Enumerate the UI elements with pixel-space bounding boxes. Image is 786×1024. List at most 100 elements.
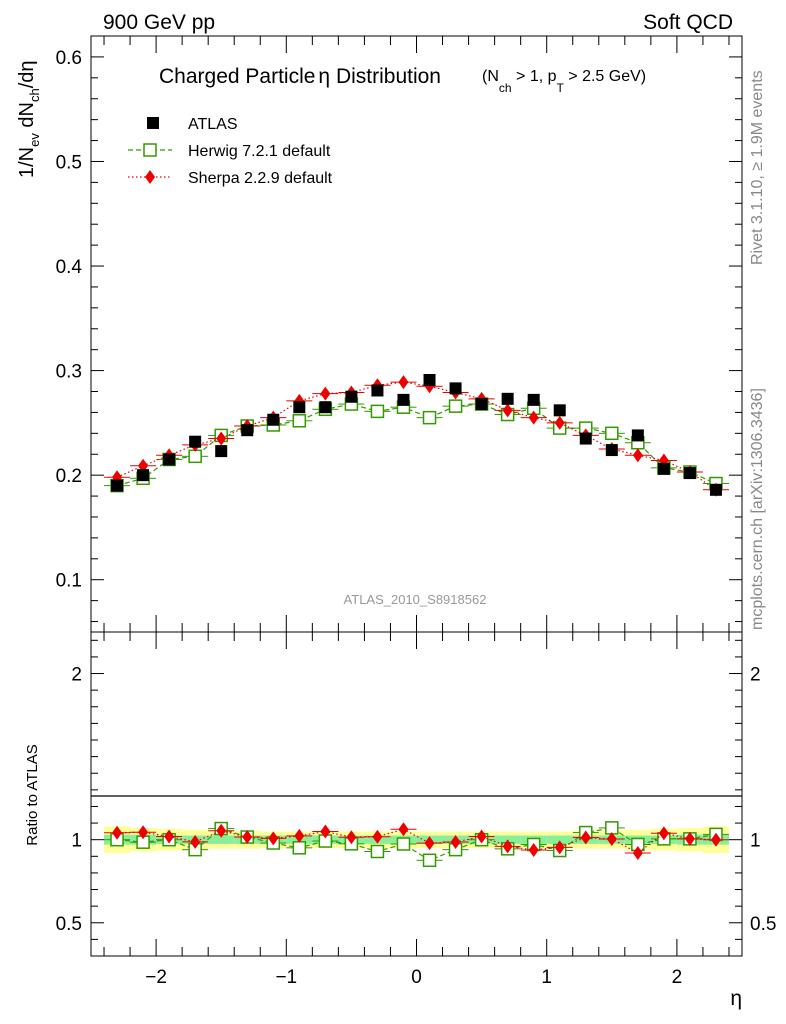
title-eta: η <box>318 65 330 88</box>
main-point-sherpa <box>216 431 227 446</box>
main-ytick-label: 0.2 <box>56 466 82 487</box>
ratio-xtick-label: −1 <box>275 967 297 988</box>
cuts-pt-sub: T <box>557 81 565 95</box>
legend-label-herwig: Herwig 7.2.1 default <box>188 143 331 160</box>
ratio-point-sherpa <box>320 824 331 839</box>
ratio-point-sherpa <box>268 831 279 846</box>
ratio-frame <box>90 631 743 957</box>
main-point-sherpa <box>398 375 409 390</box>
ratio-point-sherpa <box>502 839 513 854</box>
ratio-point-sherpa <box>606 832 617 847</box>
main-point-atlas <box>631 429 644 442</box>
cuts-nch-sub: ch <box>499 81 512 95</box>
ratio-xtick-label: 0 <box>411 967 422 988</box>
main-point-atlas <box>423 374 436 387</box>
main-ytick-label: 0.3 <box>56 362 82 383</box>
main-ytick-label: 0.1 <box>56 571 82 592</box>
main-point-sherpa <box>320 386 331 401</box>
main-point-atlas <box>683 467 696 480</box>
main-point-herwig <box>188 449 202 464</box>
main-ytick-label: 0.6 <box>56 48 82 69</box>
ratio-point-sherpa <box>424 836 435 851</box>
main-point-sherpa <box>554 415 565 430</box>
main-point-atlas <box>553 404 566 417</box>
main-point-atlas <box>111 479 124 492</box>
ratio-band-inner <box>208 835 235 844</box>
ratio-point-sherpa <box>710 832 721 847</box>
main-point-atlas <box>475 398 488 411</box>
ratio-point-sherpa <box>112 825 123 840</box>
main-point-sherpa <box>528 410 539 425</box>
main-point-atlas <box>449 382 462 395</box>
main-point-atlas <box>579 432 592 445</box>
analysis-watermark: ATLAS_2010_S8918562 <box>344 592 487 607</box>
title-main: Charged Particle <box>159 65 315 88</box>
ratio-point-sherpa <box>528 842 539 857</box>
ratio-point-sherpa <box>580 830 591 845</box>
legend-label-atlas: ATLAS <box>188 116 238 133</box>
main-point-herwig <box>292 414 307 428</box>
main-point-herwig <box>448 399 463 413</box>
ratio-ytick-label-right: 1 <box>750 831 761 852</box>
legend-label-sherpa: Sherpa 2.2.9 default <box>188 170 333 187</box>
legend: ATLAS Herwig 7.2.1 default Sherpa 2.2.9 … <box>128 116 333 187</box>
ratio-point-sherpa <box>164 829 175 844</box>
ratio-point-sherpa <box>294 828 305 843</box>
ratio-point-sherpa <box>190 834 201 849</box>
ratio-point-sherpa <box>450 835 461 850</box>
main-panel: 0.1 0.2 0.3 0.4 0.5 0.6 Charged Particle η Dis… <box>16 35 743 633</box>
main-point-atlas <box>527 393 540 406</box>
ratio-point-sherpa <box>398 822 409 837</box>
ratio-point-sherpa <box>346 830 357 845</box>
main-point-atlas <box>137 469 150 482</box>
main-point-atlas <box>397 393 410 406</box>
main-point-sherpa <box>632 448 643 463</box>
ratio-point-sherpa <box>554 840 565 855</box>
main-point-atlas <box>709 483 722 496</box>
ratio-panel: 0.5 0.5 1 1 2 2 −2 −1 0 1 2 Ratio to ATLAS η <box>24 631 776 1010</box>
main-point-atlas <box>501 392 514 405</box>
ratio-point-herwig <box>292 841 307 855</box>
main-point-atlas <box>319 401 332 414</box>
x-axis-label: η <box>730 987 742 1010</box>
ratio-ytick-label-left: 1 <box>71 831 82 852</box>
main-point-atlas <box>657 462 670 475</box>
chart-title-cuts: (Nch > 1, pT > 2.5 GeV) <box>482 68 646 95</box>
legend-marker-herwig <box>143 143 157 157</box>
main-point-atlas <box>345 390 358 403</box>
main-point-atlas <box>267 413 280 426</box>
main-line-1 <box>116 381 717 491</box>
ratio-ytick-label-left: 0.5 <box>56 914 82 935</box>
ratio-point-sherpa <box>632 845 643 860</box>
ratio-point-sherpa <box>476 829 487 844</box>
ratio-point-sherpa <box>242 830 253 845</box>
ratio-y-axis-label: Ratio to ATLAS <box>24 744 41 845</box>
cuts-open: (N <box>482 68 499 85</box>
ratio-point-sherpa <box>138 825 149 840</box>
ratio-point-sherpa <box>372 829 383 844</box>
main-point-atlas <box>605 444 618 457</box>
cuts-mid: > 1, p <box>512 68 557 85</box>
ratio-ytick-label-right: 0.5 <box>750 914 776 935</box>
legend-marker-atlas <box>147 117 159 129</box>
legend-marker-sherpa <box>145 170 155 184</box>
rivet-version-text: Rivet 3.1.10, ≥ 1.9M events <box>749 70 766 265</box>
ratio-xtick-label: 2 <box>672 967 683 988</box>
ratio-xtick-label: 1 <box>541 967 552 988</box>
main-point-herwig <box>422 410 437 425</box>
main-point-atlas <box>293 401 306 414</box>
header-right: Soft QCD <box>643 11 733 34</box>
ratio-point-herwig <box>422 853 437 868</box>
header-left: 900 GeV pp <box>103 11 215 34</box>
main-ytick-label: 0.4 <box>56 257 83 278</box>
ratio-point-sherpa <box>216 823 227 838</box>
main-point-atlas <box>371 384 384 397</box>
main-point-atlas <box>163 453 176 466</box>
ratio-point-sherpa <box>658 826 669 841</box>
chart-title: Charged Particle η Distribution <box>159 65 441 88</box>
main-y-axis-label: 1/Nev dNch/dη <box>16 60 42 178</box>
main-point-atlas <box>215 445 228 458</box>
main-point-herwig <box>605 426 619 441</box>
main-point-atlas <box>189 435 202 448</box>
